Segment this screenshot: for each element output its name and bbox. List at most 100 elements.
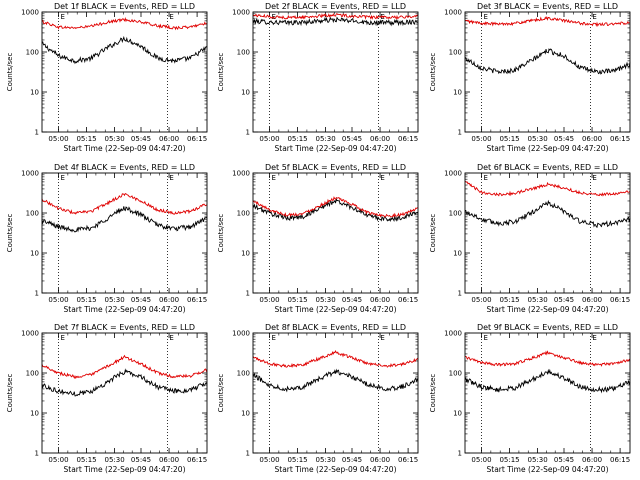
x-tick-label: 05:45: [131, 135, 151, 143]
y-tick-label: 1000: [232, 170, 250, 178]
y-tick-label: 10: [30, 250, 39, 258]
x-tick-label: 05:30: [528, 296, 548, 304]
x-tick-label: 06:15: [610, 296, 630, 304]
x-tick-label: 05:30: [105, 135, 125, 143]
y-tick-label: 1000: [21, 330, 39, 338]
marker-label: E: [592, 174, 596, 182]
x-tick-label: 05:00: [259, 296, 279, 304]
y-tick-label: 1000: [444, 170, 462, 178]
x-tick-label: 05:45: [554, 456, 574, 464]
detector-panel-4: Det 4f BLACK = Events, RED = LLD Counts/s…: [6, 163, 208, 314]
x-tick-label: 05:00: [48, 135, 68, 143]
plot-frame: [41, 332, 208, 454]
lld-series-line: [252, 12, 419, 20]
plot-frame: [464, 11, 631, 133]
x-tick-label: 05:30: [528, 135, 548, 143]
y-tick-label: 100: [26, 370, 39, 378]
plot-frame: [464, 332, 631, 454]
events-series-line: [464, 48, 631, 75]
events-series-line: [41, 368, 208, 397]
y-tick-label: 100: [237, 370, 250, 378]
x-axis-label: Start Time (22-Sep-09 04:47:20): [275, 465, 397, 474]
x-tick-label: 05:15: [287, 135, 307, 143]
x-axis-label: Start Time (22-Sep-09 04:47:20): [64, 305, 186, 314]
y-axis-label: Counts/sec: [217, 374, 225, 413]
panel-title: Det 5f BLACK = Events, RED = LLD: [265, 163, 406, 172]
y-tick-label: 100: [449, 210, 462, 218]
marker-label: E: [380, 174, 384, 182]
plot-frame: [464, 172, 631, 294]
x-tick-label: 05:15: [76, 296, 96, 304]
y-tick-label: 100: [26, 49, 39, 57]
x-axis-label: Start Time (22-Sep-09 04:47:20): [275, 305, 397, 314]
detector-panel-5: Det 5f BLACK = Events, RED = LLD Counts/s…: [217, 163, 419, 314]
plot-frame: [41, 172, 208, 294]
y-tick-label: 1: [35, 290, 39, 298]
lld-series-line: [41, 17, 208, 31]
y-tick-label: 1000: [21, 170, 39, 178]
x-tick-label: 06:00: [159, 296, 179, 304]
x-tick-label: 05:00: [48, 456, 68, 464]
x-tick-label: 06:00: [582, 296, 602, 304]
x-tick-label: 05:15: [76, 456, 96, 464]
panel-title: Det 6f BLACK = Events, RED = LLD: [477, 163, 618, 172]
x-tick-label: 05:15: [76, 135, 96, 143]
detector-panel-1: Det 1f BLACK = Events, RED = LLD Counts/s…: [6, 2, 208, 153]
x-tick-label: 05:45: [131, 456, 151, 464]
lld-series-line: [41, 193, 208, 215]
x-tick-label: 06:15: [187, 296, 207, 304]
y-tick-label: 1: [246, 290, 250, 298]
x-tick-label: 05:30: [528, 456, 548, 464]
x-tick-label: 05:30: [105, 296, 125, 304]
y-tick-label: 1: [246, 129, 250, 137]
y-tick-label: 10: [453, 250, 462, 258]
x-tick-label: 05:15: [287, 296, 307, 304]
x-axis-label: Start Time (22-Sep-09 04:47:20): [64, 465, 186, 474]
panel-title: Det 1f BLACK = Events, RED = LLD: [54, 2, 195, 11]
marker-label: E: [484, 13, 488, 21]
y-tick-label: 1000: [232, 9, 250, 17]
y-tick-label: 1000: [21, 9, 39, 17]
x-tick-label: 05:45: [131, 296, 151, 304]
x-tick-label: 05:15: [499, 296, 519, 304]
y-tick-label: 1: [458, 129, 462, 137]
marker-label: E: [592, 13, 596, 21]
y-axis-label: Counts/sec: [429, 374, 437, 413]
lld-series-line: [465, 16, 631, 27]
events-series-line: [465, 199, 631, 228]
events-series-line: [464, 368, 631, 394]
marker-label: E: [169, 174, 173, 182]
x-tick-label: 05:30: [316, 296, 336, 304]
detector-panel-2: Det 2f BLACK = Events, RED = LLD Counts/s…: [217, 2, 419, 153]
plot-frame: [252, 172, 419, 294]
y-tick-label: 100: [449, 49, 462, 57]
marker-label: E: [592, 334, 596, 342]
detector-panel-8: Det 8f BLACK = Events, RED = LLD Counts/s…: [217, 323, 419, 474]
x-tick-label: 05:00: [471, 456, 491, 464]
x-tick-label: 05:00: [259, 135, 279, 143]
x-tick-label: 05:00: [471, 296, 491, 304]
x-tick-label: 05:00: [259, 456, 279, 464]
marker-label: E: [169, 334, 173, 342]
y-tick-label: 1: [246, 450, 250, 458]
detector-panel-9: Det 9f BLACK = Events, RED = LLD Counts/s…: [429, 323, 631, 474]
x-axis-label: Start Time (22-Sep-09 04:47:20): [487, 144, 609, 153]
panel-title: Det 2f BLACK = Events, RED = LLD: [265, 2, 406, 11]
x-tick-label: 05:45: [342, 296, 362, 304]
x-tick-label: 06:15: [187, 135, 207, 143]
x-tick-label: 05:15: [499, 456, 519, 464]
lld-series-line: [465, 350, 631, 367]
y-tick-label: 1: [458, 290, 462, 298]
marker-label: E: [380, 334, 384, 342]
x-tick-label: 06:15: [610, 456, 630, 464]
plot-frame: [252, 332, 419, 454]
x-tick-label: 06:00: [582, 456, 602, 464]
marker-label: E: [484, 174, 488, 182]
x-tick-label: 06:00: [582, 135, 602, 143]
y-axis-label: Counts/sec: [217, 53, 225, 92]
marker-label: E: [169, 13, 173, 21]
events-series-line: [252, 368, 419, 393]
y-tick-label: 10: [30, 89, 39, 97]
panel-title: Det 4f BLACK = Events, RED = LLD: [54, 163, 195, 172]
